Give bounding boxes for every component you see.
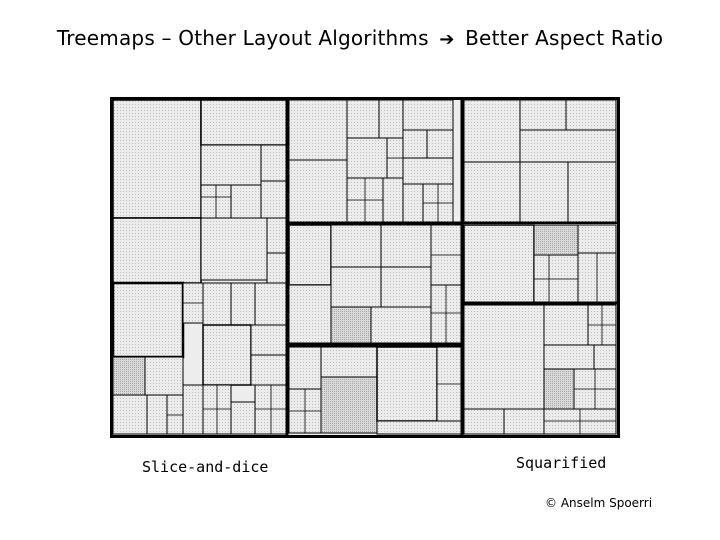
- caption-slice-and-dice: Slice-and-dice: [142, 458, 269, 476]
- copyright-credit: © Anselm Spoerri: [545, 496, 653, 510]
- arrow-right-icon: ➔: [439, 29, 455, 50]
- title-left: Treemaps – Other Layout Algorithms: [56, 26, 429, 50]
- slide-title: Treemaps – Other Layout Algorithms ➔ Bet…: [0, 26, 720, 50]
- title-right: Better Aspect Ratio: [465, 26, 664, 50]
- treemap-comparison-image: [110, 97, 620, 438]
- caption-squarified: Squarified: [516, 454, 607, 472]
